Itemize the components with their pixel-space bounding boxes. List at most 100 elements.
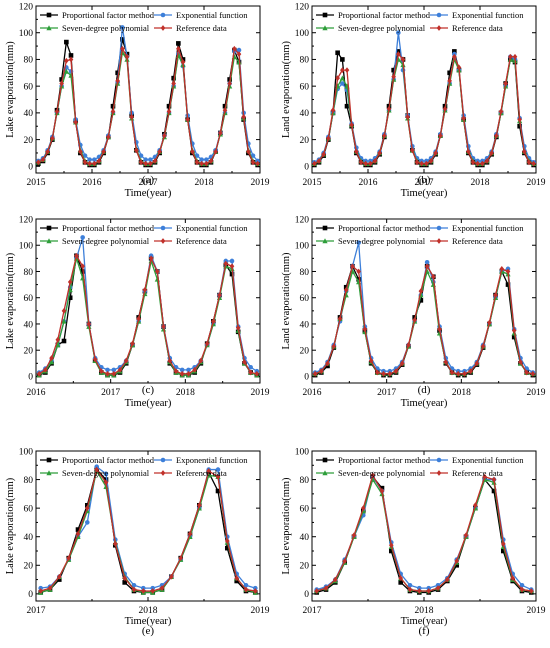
- legend-swatch-marker: [46, 25, 52, 31]
- data-point: [398, 575, 404, 582]
- legend-label: Exponential function: [176, 223, 248, 233]
- data-point: [217, 292, 222, 298]
- x-tick-label: 2015: [27, 178, 46, 188]
- series-reference-data: [36, 252, 260, 377]
- data-point: [412, 317, 417, 323]
- data-point: [120, 25, 125, 30]
- data-point: [94, 466, 100, 473]
- y-tick-label: 40: [24, 320, 34, 330]
- data-point: [339, 75, 345, 81]
- data-point: [375, 369, 380, 376]
- legend-entry: Proportional factor method: [316, 223, 431, 233]
- series-reference-data: [312, 263, 536, 377]
- data-point: [499, 265, 505, 272]
- data-point: [122, 575, 128, 582]
- data-point: [349, 122, 354, 128]
- y-tick-label: 20: [300, 347, 310, 357]
- data-point: [162, 132, 167, 139]
- data-point: [38, 588, 44, 594]
- data-point: [454, 562, 460, 568]
- y-tick-label: 20: [300, 136, 310, 146]
- data-point: [455, 370, 461, 377]
- data-point: [505, 282, 511, 287]
- data-point: [67, 295, 73, 301]
- data-point: [229, 263, 235, 270]
- data-point: [117, 366, 123, 373]
- data-point: [84, 505, 90, 512]
- y-tick-label: 0: [304, 373, 309, 383]
- data-point: [332, 576, 338, 583]
- legend-entry: Reference data: [430, 236, 503, 246]
- data-point: [186, 370, 191, 377]
- data-point: [443, 359, 449, 365]
- data-point: [213, 148, 218, 155]
- data-point: [75, 527, 81, 532]
- legend-label: Exponential function: [452, 10, 524, 20]
- data-point: [68, 53, 74, 58]
- data-point: [124, 53, 130, 60]
- y-axis-label: Lake evaporation(mm): [5, 41, 16, 138]
- data-point: [115, 77, 120, 84]
- data-point: [468, 368, 473, 375]
- data-point: [54, 108, 60, 115]
- x-tick-label: 2019: [527, 606, 546, 616]
- data-point: [447, 77, 452, 84]
- series-line: [316, 478, 532, 592]
- data-point: [173, 368, 179, 375]
- y-tick-label: 120: [295, 215, 310, 225]
- data-point: [248, 369, 253, 376]
- legend-swatch-marker: [160, 470, 166, 476]
- data-point: [92, 160, 97, 167]
- data-point: [206, 468, 212, 474]
- data-point: [528, 588, 534, 594]
- legend-swatch-marker: [322, 238, 328, 244]
- data-point: [199, 157, 204, 162]
- data-point: [198, 357, 204, 364]
- data-point: [199, 160, 204, 167]
- data-point: [393, 368, 399, 375]
- legend-label: Reference data: [176, 468, 227, 478]
- data-point: [489, 150, 494, 156]
- legend-label: Exponential function: [176, 455, 248, 465]
- y-axis-label: Land evaporation(mm): [281, 252, 292, 350]
- legend-entry: Seven-degree polynomial: [316, 236, 426, 246]
- data-point: [316, 158, 322, 164]
- y-tick-label: 120: [295, 2, 310, 12]
- data-point: [400, 56, 406, 63]
- data-point: [115, 70, 120, 76]
- data-point: [431, 273, 436, 280]
- data-point: [224, 545, 230, 551]
- data-point: [155, 268, 160, 275]
- data-point: [67, 279, 73, 285]
- x-tick-label: 2018: [139, 606, 158, 616]
- plot-area: [314, 472, 534, 595]
- legend-entry: Proportional factor method: [316, 10, 431, 20]
- data-point: [78, 148, 83, 155]
- legend-swatch-marker: [46, 470, 52, 476]
- y-tick-label: 60: [300, 504, 310, 514]
- data-point: [82, 159, 88, 166]
- y-tick-label: 120: [19, 2, 34, 12]
- data-point: [106, 134, 111, 140]
- plot-area: [38, 464, 258, 595]
- data-point: [111, 367, 117, 373]
- data-point: [517, 116, 522, 123]
- data-point: [235, 324, 241, 331]
- data-point: [419, 160, 424, 167]
- data-point: [356, 240, 361, 245]
- y-tick-label: 40: [300, 533, 310, 543]
- data-point: [381, 370, 386, 377]
- data-point: [129, 113, 134, 120]
- data-point: [74, 252, 79, 259]
- data-point: [222, 107, 228, 114]
- x-tick-label: 2017: [27, 606, 46, 616]
- data-point: [227, 80, 232, 87]
- series-line: [314, 32, 535, 163]
- legend: Proportional factor method Exponential fu…: [316, 223, 524, 246]
- panel-caption: (a): [142, 174, 155, 186]
- data-point: [55, 336, 61, 343]
- data-point: [131, 586, 137, 593]
- data-point: [190, 148, 195, 155]
- data-point: [204, 160, 209, 167]
- data-point: [143, 160, 148, 167]
